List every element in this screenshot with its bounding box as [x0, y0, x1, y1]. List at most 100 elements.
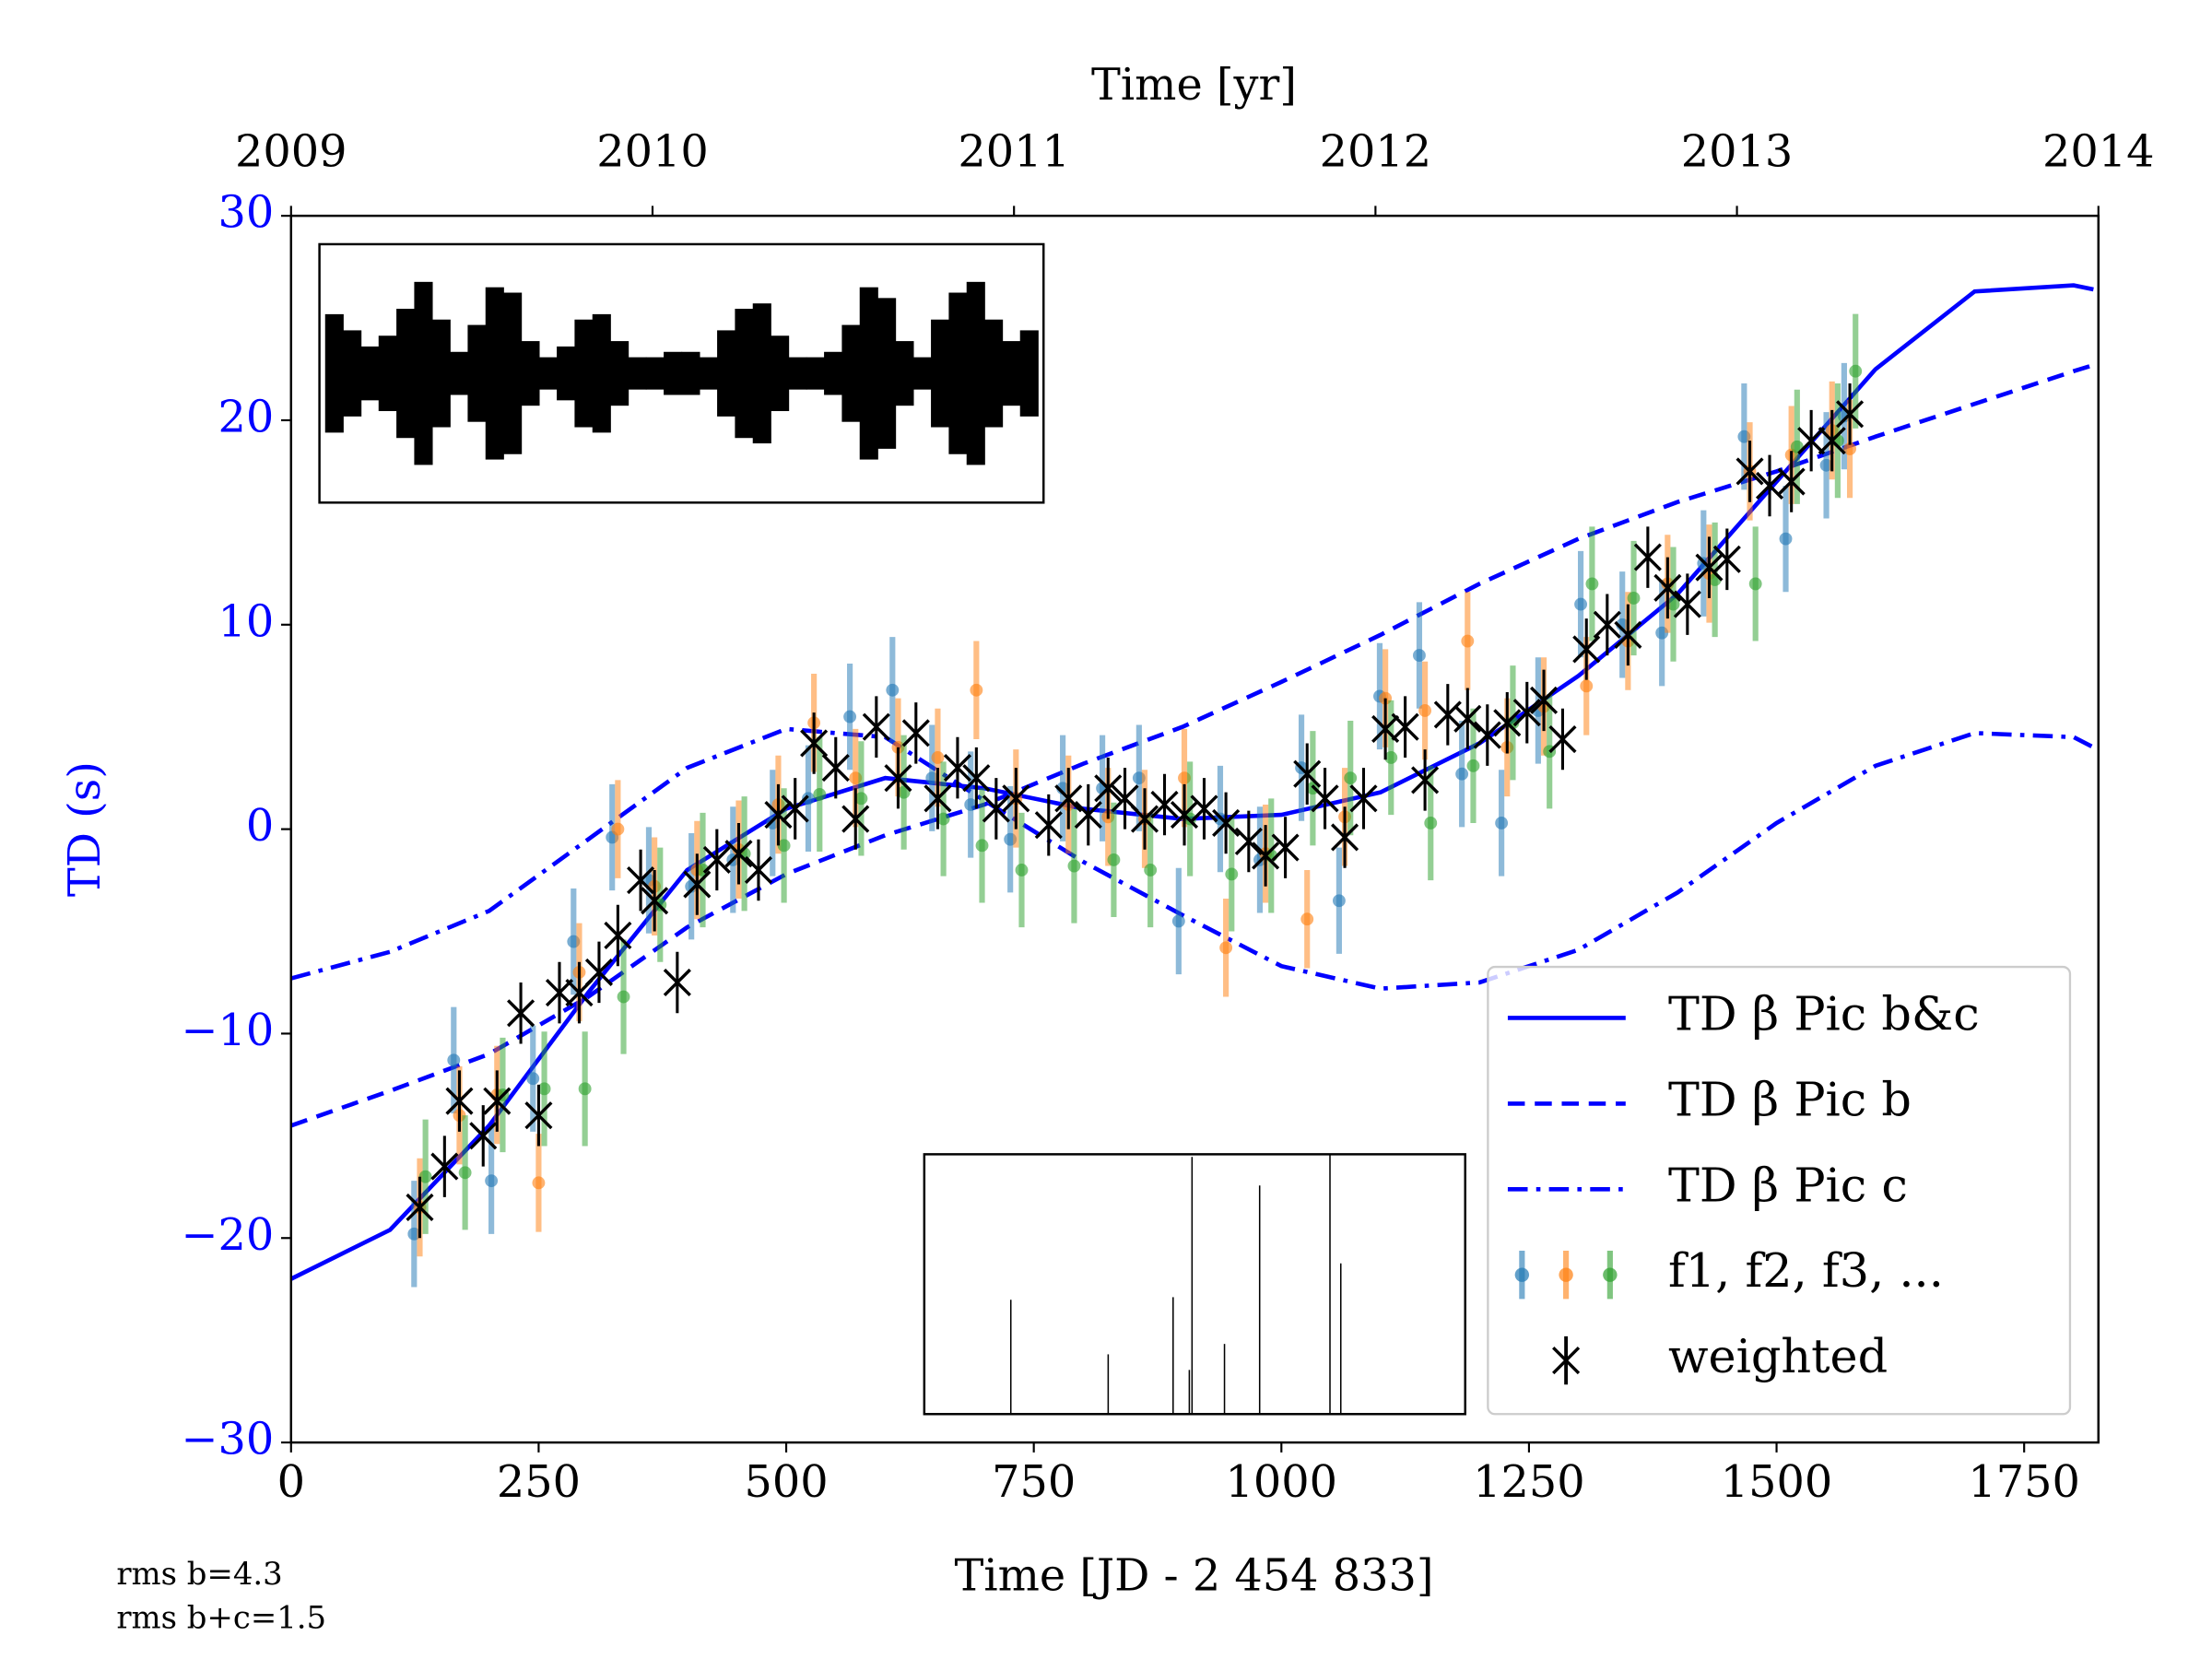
point [843, 710, 857, 724]
point [611, 822, 625, 836]
range-bar [877, 298, 897, 449]
range-bar [948, 292, 968, 454]
range-bar [645, 357, 665, 390]
range-bar [360, 346, 380, 401]
point [1418, 704, 1432, 717]
point [1461, 634, 1475, 648]
point [886, 683, 900, 697]
range-bar [1002, 341, 1021, 406]
point [1748, 577, 1762, 591]
point [1144, 864, 1158, 877]
range-bar [752, 303, 771, 444]
x-marker [683, 870, 712, 899]
x-marker [1074, 801, 1102, 830]
x-axis-label: Time [JD - 2 454 833] [954, 1550, 1433, 1601]
y-tick-label: 30 [218, 188, 275, 239]
range-bar [841, 324, 861, 422]
point [813, 787, 827, 801]
x-marker [1349, 784, 1378, 813]
x-tick-label: 750 [992, 1457, 1076, 1508]
x-marker [800, 729, 829, 758]
x-marker [1411, 766, 1440, 794]
x-marker [483, 1087, 512, 1115]
point [975, 839, 989, 853]
inset-frame [923, 1153, 1466, 1416]
x-marker [1293, 759, 1322, 788]
point [447, 1053, 461, 1067]
x-marker [1002, 784, 1030, 813]
x-marker [1548, 724, 1577, 754]
point [964, 798, 978, 811]
legend-frame [1487, 965, 2072, 1416]
curve [290, 726, 2095, 991]
plot-area [289, 283, 2095, 1288]
y-tick-label: −30 [182, 1415, 275, 1465]
x-marker [641, 887, 669, 915]
range-bar [966, 281, 985, 465]
legend-label: TD β Pic b [1668, 1072, 1912, 1126]
x-marker [982, 794, 1010, 823]
legend-point [1514, 1267, 1530, 1282]
range-bar [324, 313, 344, 433]
x-marker [1818, 427, 1846, 455]
range-bar [859, 287, 878, 460]
point [1225, 867, 1239, 881]
x-marker [1331, 823, 1359, 852]
point [485, 1174, 499, 1188]
range-bar [521, 341, 540, 406]
x-marker [924, 784, 952, 813]
point [1455, 767, 1469, 781]
x-marker [1593, 610, 1621, 639]
point [578, 1082, 592, 1096]
x-tick-label: 1500 [1721, 1457, 1833, 1508]
x-marker [724, 840, 753, 868]
x-marker [1054, 784, 1083, 813]
point [1585, 577, 1599, 591]
point [1413, 649, 1426, 662]
point [897, 785, 911, 799]
x-marker [1529, 686, 1559, 714]
x-marker [862, 712, 890, 741]
x-marker [1695, 553, 1724, 582]
x2-axis-label: Time [yr] [1091, 60, 1297, 111]
x-marker [1755, 471, 1784, 500]
point [1627, 592, 1641, 605]
x-marker [744, 855, 773, 885]
x-marker [604, 921, 632, 950]
range-bar [931, 319, 950, 428]
point [526, 1072, 540, 1086]
x-marker [1473, 721, 1501, 749]
y-axis-label: TD (s) [60, 761, 111, 897]
point [1666, 597, 1680, 611]
y-tick-label: 10 [218, 596, 275, 647]
legend-label: TD β Pic b&c [1668, 986, 1980, 1041]
range-bar [503, 292, 523, 454]
range-bar [610, 341, 629, 406]
x-marker [1190, 794, 1218, 823]
point [617, 990, 630, 1004]
range-bar [717, 330, 736, 417]
x-marker [1234, 827, 1263, 855]
legend-point [1559, 1267, 1573, 1282]
range-bar [912, 357, 932, 390]
range-bar [895, 341, 914, 406]
point [1495, 817, 1509, 830]
point [1300, 912, 1314, 926]
point [1779, 532, 1793, 546]
x2-tick-label: 2011 [958, 126, 1070, 177]
x-marker [1614, 620, 1642, 649]
point [1219, 941, 1233, 955]
x-tick-label: 0 [277, 1457, 305, 1508]
point [458, 1166, 472, 1180]
x-marker [1212, 808, 1241, 838]
x-marker [1150, 790, 1179, 819]
point [1466, 759, 1480, 772]
range-bar [664, 351, 683, 395]
x-marker [1836, 400, 1865, 429]
x-marker [821, 754, 850, 782]
curve [290, 362, 2095, 1128]
range-bar [1019, 330, 1039, 417]
point [970, 683, 983, 697]
